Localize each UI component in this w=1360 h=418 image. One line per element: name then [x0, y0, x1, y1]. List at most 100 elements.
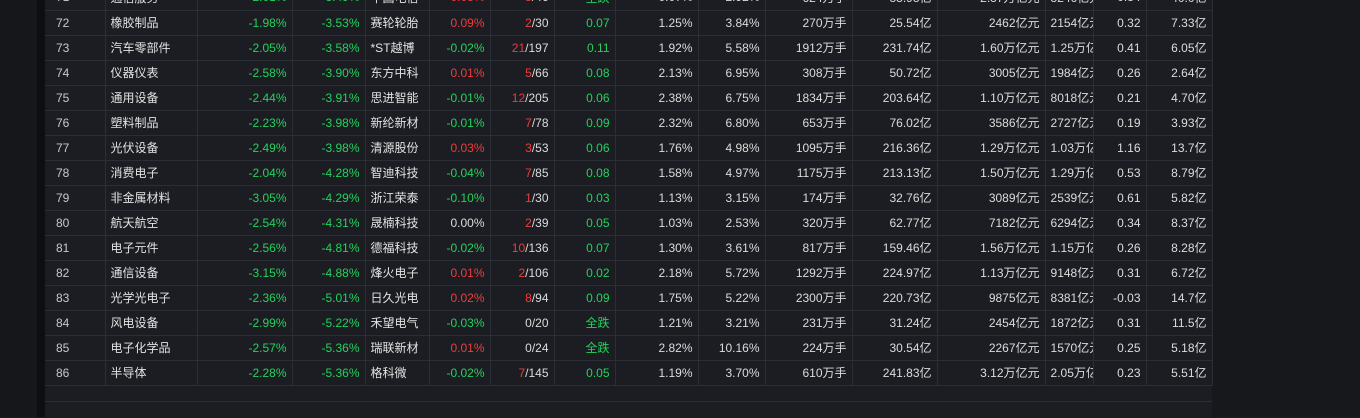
- left-edge: [37, 0, 45, 417]
- sector-name[interactable]: 风电设备: [105, 310, 198, 336]
- total-market-cap: 3005亿元: [937, 60, 1046, 86]
- volume: 320万手: [765, 210, 853, 236]
- leading-stock[interactable]: 浙江荣泰: [365, 185, 430, 211]
- sector-name[interactable]: 半导体: [105, 360, 198, 386]
- leading-stock[interactable]: 思进智能: [365, 85, 430, 111]
- amount: 30.54亿: [852, 335, 938, 361]
- leading-stock[interactable]: 格科微: [365, 360, 430, 386]
- total-market-cap: 3089亿元: [937, 185, 1046, 211]
- sector-name[interactable]: 通用设备: [105, 85, 198, 111]
- leading-stock[interactable]: 中国电信: [365, 0, 430, 11]
- advance-ratio: 全跌: [554, 310, 616, 336]
- turnover-rate: 2.18%: [615, 260, 699, 286]
- leading-stock-change: -0.04%: [429, 160, 491, 186]
- table-row[interactable]: 84 风电设备 -2.99% -5.22% 禾望电气 -0.03% 0/20 全跌 1.21% 3…: [45, 310, 1213, 336]
- table-row[interactable]: 72 橡胶制品 -1.98% -3.53% 赛轮轮胎 0.09% 2/30 0.07 1.25%…: [45, 10, 1213, 36]
- volume-ratio: 0.26: [1093, 60, 1147, 86]
- sector-name[interactable]: 航天航空: [105, 210, 198, 236]
- net-inflow: 8.79亿: [1146, 160, 1213, 186]
- sector-name[interactable]: 电子元件: [105, 235, 198, 261]
- net-inflow: 8.28亿: [1146, 235, 1213, 261]
- table-row[interactable]: 78 消费电子 -2.04% -4.28% 智迪科技 -0.04% 7/85 0.08 1.58…: [45, 160, 1213, 186]
- leading-stock[interactable]: 新纶新材: [365, 110, 430, 136]
- volume-ratio: 0.31: [1093, 310, 1147, 336]
- table-row[interactable]: 73 汽车零部件 -2.05% -3.58% *ST越博 -0.02% 21/197 0.11…: [45, 35, 1213, 61]
- leading-stock[interactable]: 瑞联新材: [365, 335, 430, 361]
- sector-change-5d: -3.90%: [292, 60, 366, 86]
- table-row[interactable]: 81 电子元件 -2.56% -4.81% 德福科技 -0.02% 10/136 0.07 1.…: [45, 235, 1213, 261]
- leading-stock[interactable]: 烽火电子: [365, 260, 430, 286]
- sector-change: -3.05%: [197, 185, 293, 211]
- leading-stock[interactable]: 晟楠科技: [365, 210, 430, 236]
- sector-table: 71通信服务-2.01%-3.49%中国电信0.05%5/46全跌0.07%2.…: [45, 0, 1213, 417]
- total-market-cap: 1.60万亿元: [937, 35, 1046, 61]
- sector-change-5d: -4.29%: [292, 185, 366, 211]
- turnover-rate: 0.07%: [615, 0, 699, 11]
- turnover-rate: 1.92%: [615, 35, 699, 61]
- row-index: 83: [45, 285, 106, 311]
- volume: 308万手: [765, 60, 853, 86]
- advance-ratio: 全跌: [554, 0, 616, 11]
- leading-stock[interactable]: 德福科技: [365, 235, 430, 261]
- sector-name[interactable]: 橡胶制品: [105, 10, 198, 36]
- table-row[interactable]: 75 通用设备 -2.44% -3.91% 思进智能 -0.01% 12/205 0.06 2.…: [45, 85, 1213, 111]
- table-row[interactable]: 86 半导体 -2.28% -5.36% 格科微 -0.02% 7/145 0.05 1.19%…: [45, 360, 1213, 386]
- sector-name[interactable]: 通信设备: [105, 260, 198, 286]
- float-market-cap: 6294亿元: [1045, 210, 1094, 236]
- sector-name[interactable]: 消费电子: [105, 160, 198, 186]
- table-row[interactable]: 82 通信设备 -3.15% -4.88% 烽火电子 0.01% 2/106 0.02 2.18…: [45, 260, 1213, 286]
- table-row[interactable]: 71通信服务-2.01%-3.49%中国电信0.05%5/46全跌0.07%2.…: [45, 0, 1213, 11]
- table-row[interactable]: 79 非金属材料 -3.05% -4.29% 浙江荣泰 -0.10% 1/30 0.03 1.1…: [45, 185, 1213, 211]
- sector-change-5d: -4.31%: [292, 210, 366, 236]
- sector-name[interactable]: 光学光电子: [105, 285, 198, 311]
- total-market-cap: 2267亿元: [937, 335, 1046, 361]
- sector-name[interactable]: 通信服务: [105, 0, 198, 11]
- leading-stock-change: 0.01%: [429, 260, 491, 286]
- sector-change-5d: -5.36%: [292, 360, 366, 386]
- sector-name[interactable]: 光伏设备: [105, 135, 198, 161]
- sector-name[interactable]: 汽车零部件: [105, 35, 198, 61]
- advance-count: 3/53: [490, 135, 555, 161]
- row-index: 82: [45, 260, 106, 286]
- leading-stock[interactable]: 日久光电: [365, 285, 430, 311]
- total-market-cap: 3.12万亿元: [937, 360, 1046, 386]
- turnover-rate: 2.13%: [615, 60, 699, 86]
- row-index: 86: [45, 360, 106, 386]
- leading-stock[interactable]: 禾望电气: [365, 310, 430, 336]
- net-inflow: 4.70亿: [1146, 85, 1213, 111]
- sector-name[interactable]: 非金属材料: [105, 185, 198, 211]
- float-market-cap: 2727亿元: [1045, 110, 1094, 136]
- total-market-cap: 1.50万亿元: [937, 160, 1046, 186]
- horizontal-scrollbar-track[interactable]: [45, 401, 1212, 418]
- sector-change: -2.44%: [197, 85, 293, 111]
- leading-stock[interactable]: 赛轮轮胎: [365, 10, 430, 36]
- leading-stock[interactable]: 清源股份: [365, 135, 430, 161]
- left-gutter: [0, 0, 37, 417]
- leading-stock[interactable]: *ST越博: [365, 35, 430, 61]
- leading-stock[interactable]: 东方中科: [365, 60, 430, 86]
- table-row[interactable]: 77 光伏设备 -2.49% -3.98% 清源股份 0.03% 3/53 0.06 1.76%…: [45, 135, 1213, 161]
- total-market-cap: 1.10万亿元: [937, 85, 1046, 111]
- amplitude: 3.70%: [698, 360, 766, 386]
- turnover-rate: 2.32%: [615, 110, 699, 136]
- table-row[interactable]: 80 航天航空 -2.54% -4.31% 晟楠科技 0.00% 2/39 0.05 1.03%…: [45, 210, 1213, 236]
- leading-stock-change: -0.02%: [429, 235, 491, 261]
- advance-ratio: 0.06: [554, 85, 616, 111]
- volume: 653万手: [765, 110, 853, 136]
- volume: 270万手: [765, 10, 853, 36]
- leading-stock[interactable]: 智迪科技: [365, 160, 430, 186]
- sector-name[interactable]: 仪器仪表: [105, 60, 198, 86]
- sector-name[interactable]: 电子化学品: [105, 335, 198, 361]
- advance-ratio: 0.05: [554, 210, 616, 236]
- sector-name[interactable]: 塑料制品: [105, 110, 198, 136]
- amplitude: 5.22%: [698, 285, 766, 311]
- advance-ratio: 0.05: [554, 360, 616, 386]
- advance-count: 7/145: [490, 360, 555, 386]
- volume-ratio: 1.16: [1093, 135, 1147, 161]
- table-row[interactable]: 83 光学光电子 -2.36% -5.01% 日久光电 0.02% 8/94 0.09 1.75…: [45, 285, 1213, 311]
- table-row[interactable]: 74 仪器仪表 -2.58% -3.90% 东方中科 0.01% 5/66 0.08 2.13%…: [45, 60, 1213, 86]
- amount: 76.02亿: [852, 110, 938, 136]
- table-row[interactable]: 85 电子化学品 -2.57% -5.36% 瑞联新材 0.01% 0/24 全跌 2.82% 1…: [45, 335, 1213, 361]
- table-row[interactable]: 76 塑料制品 -2.23% -3.98% 新纶新材 -0.01% 7/78 0.09 2.32…: [45, 110, 1213, 136]
- volume-ratio: -0.03: [1093, 285, 1147, 311]
